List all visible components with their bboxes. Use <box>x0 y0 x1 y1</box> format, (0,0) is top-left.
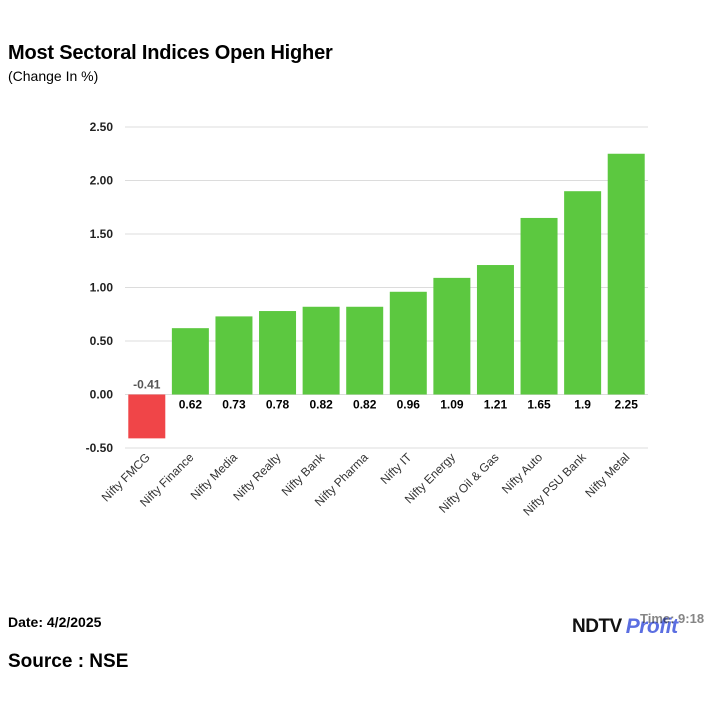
bar <box>476 265 514 395</box>
data-label: -0.41 <box>133 378 161 392</box>
x-tick-label: Nifty Metal <box>582 450 632 500</box>
data-label: 1.21 <box>484 398 508 412</box>
x-tick-label: Nifty Realty <box>230 450 283 503</box>
y-tick-label: 0.00 <box>90 388 114 402</box>
data-label: 0.62 <box>179 398 203 412</box>
bar <box>302 306 340 395</box>
bar <box>520 217 558 395</box>
chart-subtitle: (Change In %) <box>8 68 99 84</box>
bar <box>607 153 645 395</box>
logo-ndtv-text: NDTV <box>572 616 622 637</box>
y-tick-label: 2.50 <box>90 120 114 134</box>
y-tick-label: 1.00 <box>90 281 114 295</box>
data-label: 0.78 <box>266 398 290 412</box>
data-label: 1.9 <box>574 398 591 412</box>
bar <box>564 191 602 395</box>
chart-title: Most Sectoral Indices Open Higher <box>8 42 333 64</box>
bar <box>259 311 297 395</box>
y-tick-label: 0.50 <box>90 334 114 348</box>
logo-profit-text: Profit <box>625 615 678 638</box>
ndtv-profit-logo: NDTV Profit <box>572 614 678 640</box>
bar <box>215 316 253 395</box>
x-tick-label: Nifty IT <box>378 450 415 487</box>
bar <box>433 277 471 395</box>
data-label: 2.25 <box>615 398 639 412</box>
bar-chart: 2.50 2.00 1.50 1.00 0.50 0.00 -0.50 -0.41 Nifty … <box>86 120 648 519</box>
bar <box>171 328 209 395</box>
data-label: 0.73 <box>222 398 246 412</box>
data-label: 0.82 <box>353 398 377 412</box>
data-label: 1.65 <box>527 398 551 412</box>
y-tick-label: 2.00 <box>90 174 114 188</box>
bar <box>389 291 427 395</box>
date-label: Date: 4/2/2025 <box>8 614 102 630</box>
data-label: 0.82 <box>309 398 333 412</box>
data-label: 0.96 <box>397 398 421 412</box>
bar <box>128 394 166 439</box>
time-label: Time: 9:18 <box>640 611 705 626</box>
source-label: Source : NSE <box>8 651 129 672</box>
bar <box>346 306 384 395</box>
y-tick-label: 1.50 <box>90 227 114 241</box>
data-label: 1.09 <box>440 398 464 412</box>
y-tick-label: -0.50 <box>86 441 114 455</box>
